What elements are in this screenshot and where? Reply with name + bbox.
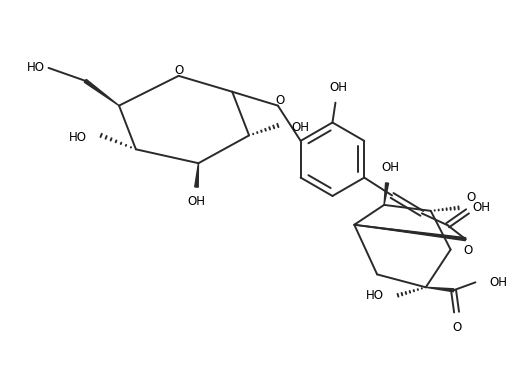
Text: O: O <box>452 321 461 334</box>
Text: HO: HO <box>26 61 45 74</box>
Text: OH: OH <box>292 121 310 134</box>
Text: OH: OH <box>187 195 206 208</box>
Polygon shape <box>384 183 389 205</box>
Text: HO: HO <box>366 289 384 302</box>
Text: O: O <box>463 244 472 257</box>
Polygon shape <box>84 79 119 106</box>
Polygon shape <box>426 287 454 292</box>
Text: OH: OH <box>381 161 399 174</box>
Polygon shape <box>354 225 466 241</box>
Text: OH: OH <box>489 276 507 289</box>
Text: OH: OH <box>330 81 347 94</box>
Polygon shape <box>195 163 198 187</box>
Text: O: O <box>466 192 475 205</box>
Text: OH: OH <box>472 201 490 214</box>
Text: HO: HO <box>69 131 87 144</box>
Text: O: O <box>174 64 183 77</box>
Text: O: O <box>275 94 284 107</box>
